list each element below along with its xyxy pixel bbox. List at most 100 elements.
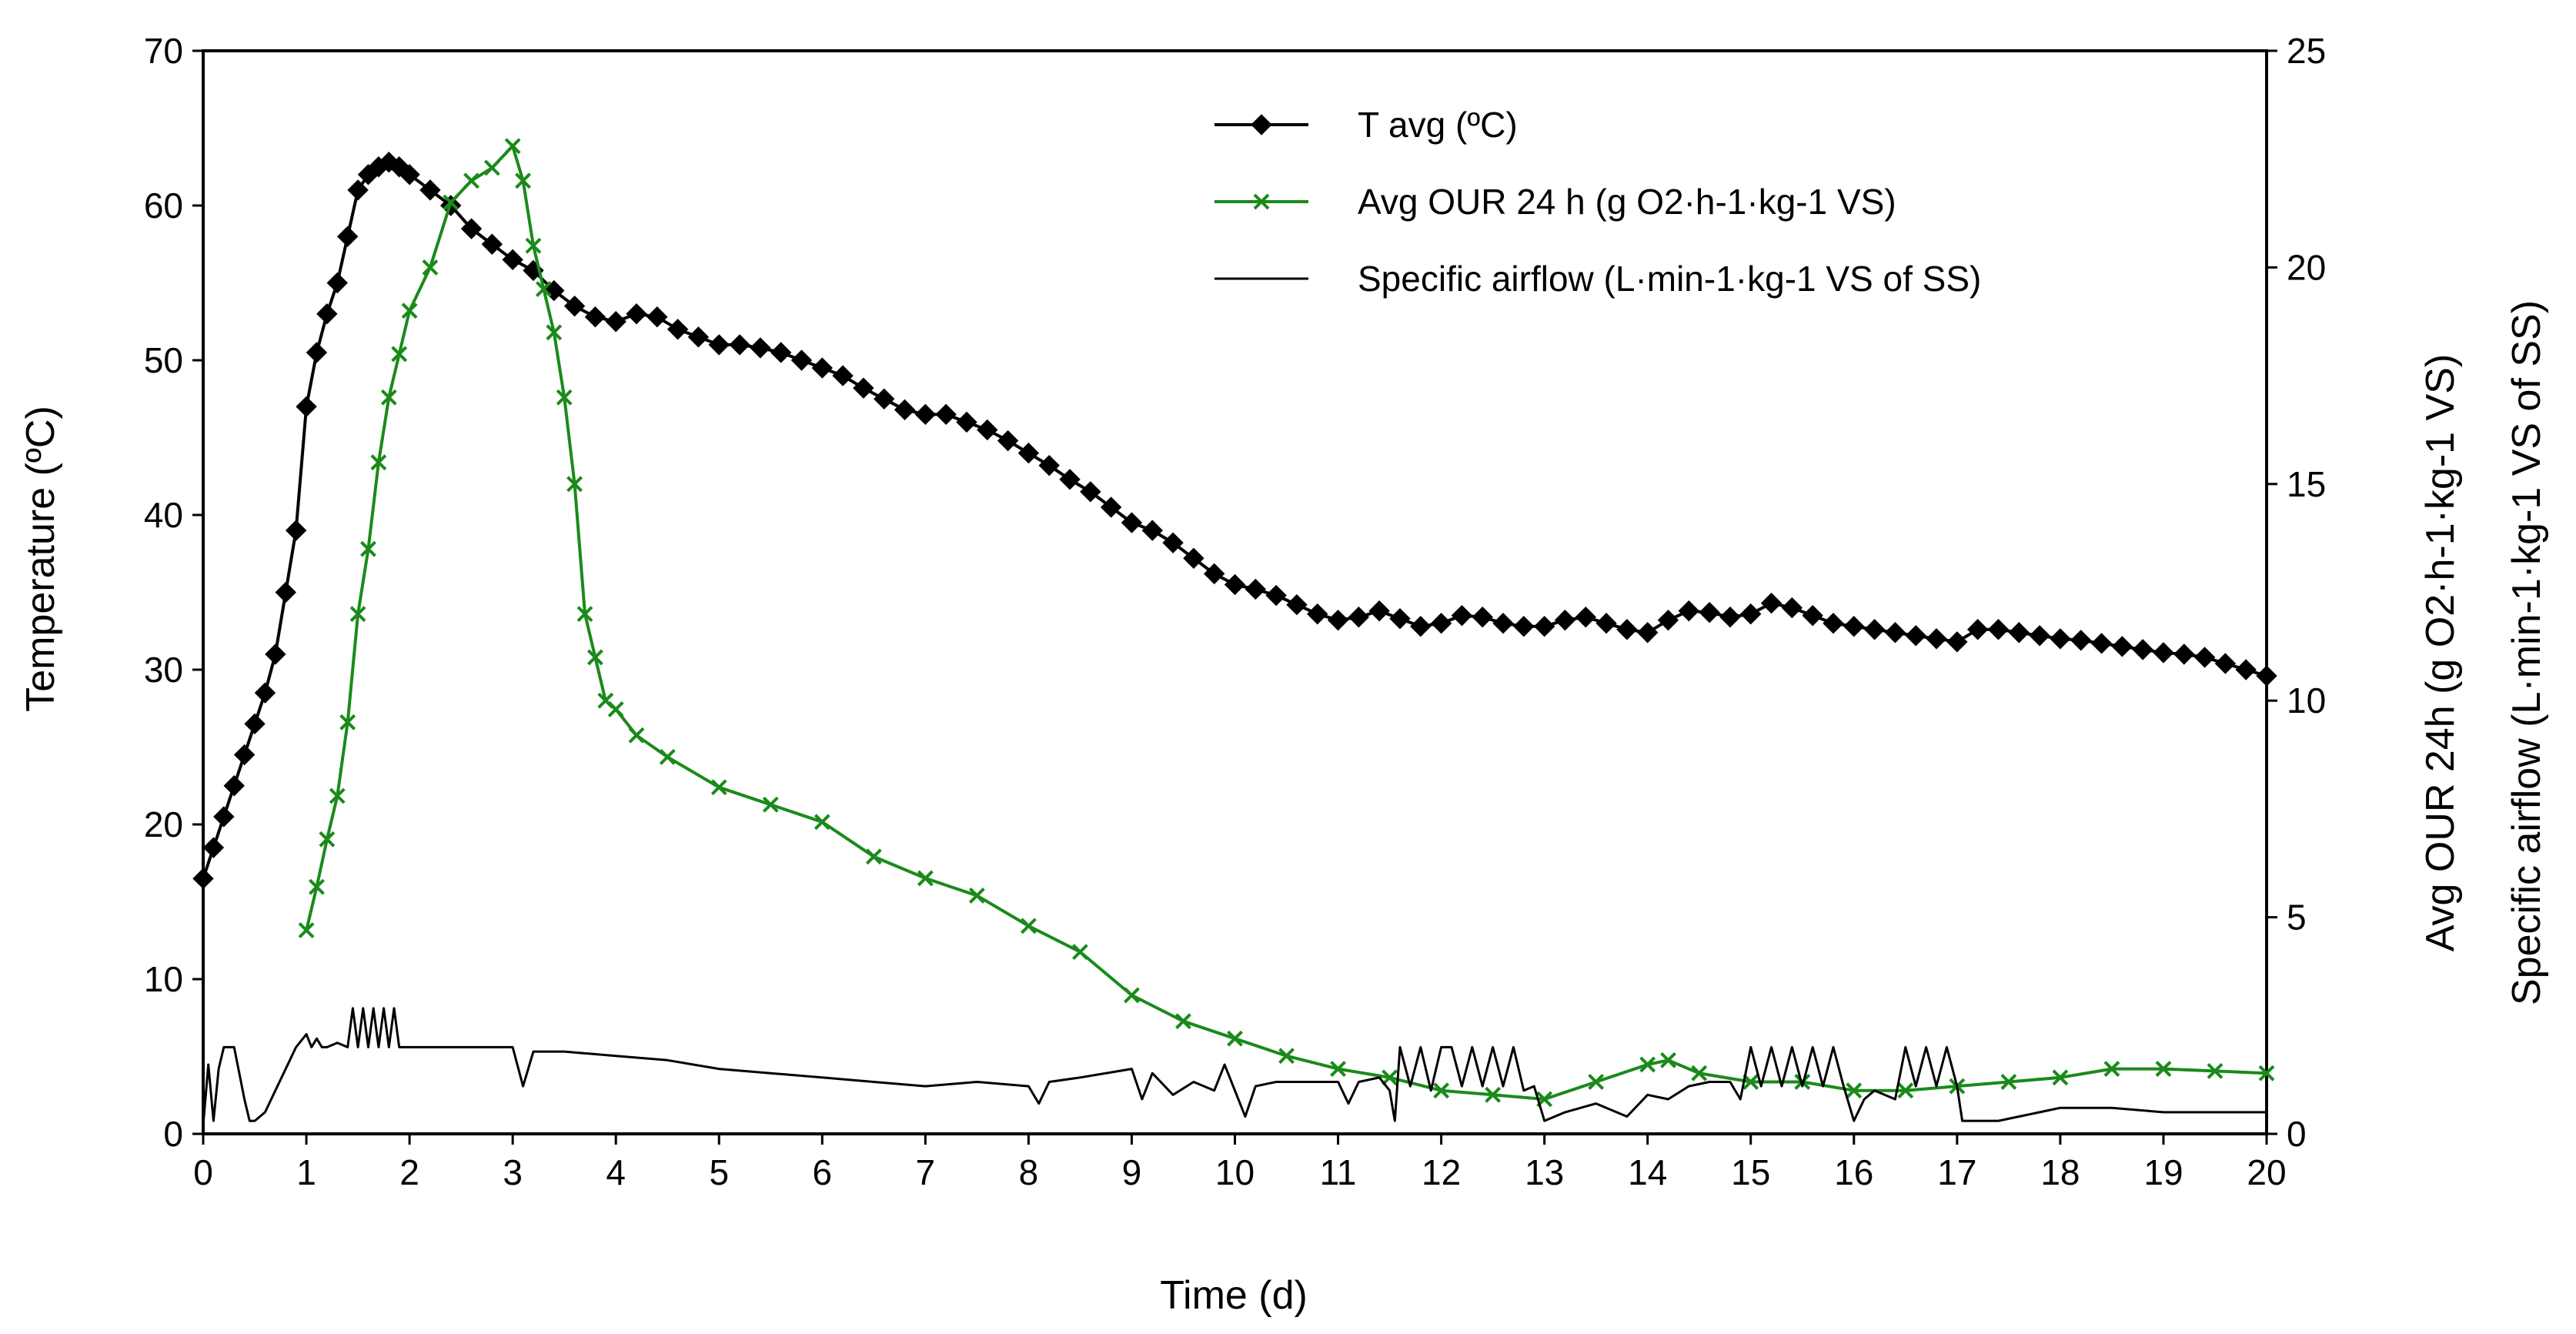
- data-point: [2207, 1062, 2224, 1079]
- data-point: [1175, 1013, 1191, 1030]
- data-point: [192, 868, 214, 890]
- data-point: [956, 411, 977, 433]
- data-point: [1742, 1074, 1759, 1090]
- y-axis-right-title-2: Specific airflow (L·min-1·kg-1 VS of SS): [2504, 300, 2549, 1005]
- y-left-tick-label: 60: [144, 186, 183, 226]
- data-point: [546, 324, 563, 341]
- data-point: [1823, 612, 1844, 634]
- data-point: [1513, 616, 1535, 637]
- data-point: [1946, 631, 1968, 653]
- data-point: [1451, 604, 1473, 627]
- data-point: [566, 476, 583, 493]
- x-axis-title: Time (d): [1160, 1273, 1308, 1318]
- legend-label: Specific airflow (L·min-1·kg-1 VS of SS): [1358, 259, 1981, 299]
- data-point: [708, 334, 730, 356]
- data-point: [605, 311, 626, 333]
- data-point: [1020, 918, 1037, 934]
- data-point: [502, 249, 523, 271]
- data-point: [2153, 642, 2174, 664]
- x-tick-label: 15: [1731, 1152, 1770, 1192]
- data-point: [1595, 612, 1617, 634]
- data-point: [535, 281, 552, 297]
- data-point: [1124, 987, 1140, 1004]
- data-point: [202, 837, 225, 858]
- data-point: [1368, 600, 1390, 622]
- data-point: [762, 796, 779, 813]
- data-point: [360, 540, 376, 557]
- data-point: [1059, 469, 1081, 490]
- data-point: [1121, 512, 1143, 533]
- data-point: [2235, 659, 2257, 680]
- data-point: [1760, 592, 1782, 614]
- data-point: [1533, 616, 1555, 637]
- y-axis-right-title-1: Avg OUR 24h (g O2·h-1·kg-1 VS): [2418, 354, 2463, 951]
- data-point: [1846, 1082, 1863, 1099]
- data-point: [515, 172, 531, 189]
- data-point: [443, 194, 459, 211]
- x-tick-label: 10: [1215, 1152, 1255, 1192]
- x-tick-label: 2: [399, 1152, 419, 1192]
- data-point: [1884, 622, 1906, 644]
- data-point: [2103, 1061, 2120, 1077]
- data-point: [1863, 619, 1886, 640]
- data-point: [1802, 604, 1823, 627]
- x-tick-label: 12: [1422, 1152, 1461, 1192]
- data-point: [275, 581, 296, 603]
- data-point: [1472, 606, 1493, 628]
- x-tick-label: 5: [709, 1152, 729, 1192]
- data-point: [1691, 1065, 1708, 1082]
- x-tick-label: 8: [1019, 1152, 1039, 1192]
- data-point: [2000, 1074, 2017, 1090]
- y-left-tick-label: 40: [144, 495, 183, 535]
- data-point: [1348, 606, 1370, 628]
- data-point: [1966, 619, 1989, 640]
- y-right-tick-label: 10: [2287, 680, 2326, 720]
- data-point: [1245, 578, 1267, 600]
- data-point: [380, 389, 397, 406]
- data-point: [1485, 1086, 1502, 1103]
- x-tick-label: 14: [1628, 1152, 1667, 1192]
- data-point: [584, 306, 606, 328]
- data-point: [1699, 601, 1720, 624]
- y-left-tick-label: 70: [144, 31, 183, 71]
- data-point: [2132, 639, 2153, 660]
- x-tick-label: 19: [2143, 1152, 2183, 1192]
- data-point: [2008, 622, 2030, 644]
- data-point: [1740, 603, 1762, 625]
- data-point: [1636, 622, 1659, 644]
- x-tick-label: 11: [1320, 1152, 1357, 1192]
- data-point: [811, 357, 834, 379]
- data-point: [309, 878, 325, 895]
- y-right-tick-label: 0: [2287, 1114, 2307, 1154]
- data-point: [296, 396, 317, 418]
- data-point: [1639, 1056, 1656, 1073]
- data-point: [391, 346, 408, 363]
- legend-swatch-marker: [1253, 193, 1270, 210]
- data-point: [319, 831, 336, 848]
- data-point: [2258, 1065, 2275, 1082]
- data-point: [977, 419, 998, 441]
- data-point: [2111, 636, 2133, 657]
- data-point: [1183, 547, 1204, 569]
- data-point: [1227, 1030, 1243, 1047]
- data-point: [347, 179, 369, 201]
- y-left-tick-label: 20: [144, 804, 183, 844]
- y-right-tick-label: 15: [2287, 464, 2326, 504]
- data-point: [1897, 1082, 1914, 1099]
- data-point: [336, 226, 359, 247]
- data-point: [460, 218, 483, 239]
- data-point: [481, 233, 503, 255]
- data-point: [935, 403, 957, 426]
- data-point: [659, 748, 676, 765]
- data-point: [265, 644, 286, 665]
- data-point: [1286, 593, 1308, 616]
- data-point: [1203, 563, 1225, 585]
- data-point: [1327, 609, 1349, 631]
- series-line: [202, 1007, 2267, 1125]
- data-point: [399, 164, 420, 186]
- legend-label: T avg (ºC): [1358, 105, 1518, 145]
- data-point: [586, 649, 603, 666]
- data-point: [1492, 612, 1514, 634]
- data-point: [1330, 1061, 1346, 1077]
- data-point: [1843, 616, 1865, 637]
